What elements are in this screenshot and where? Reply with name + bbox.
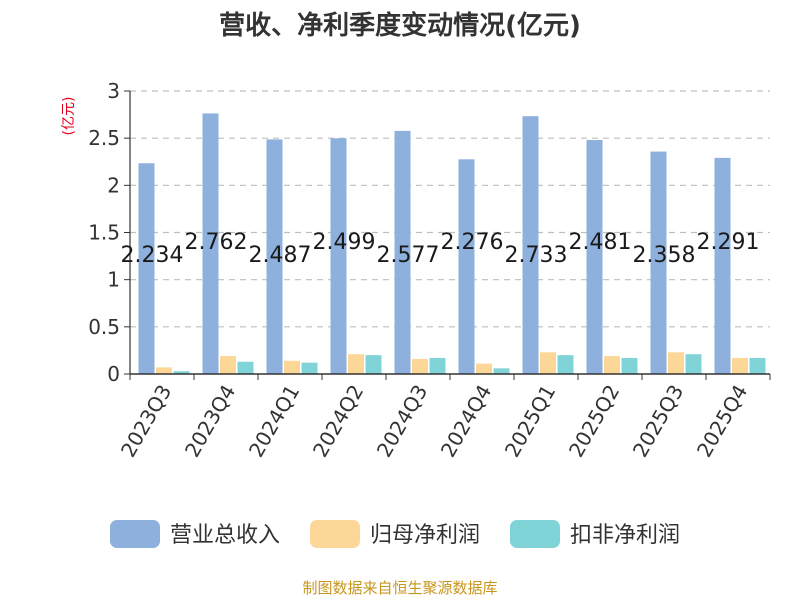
x-tick-label: 2024Q4	[436, 381, 496, 462]
bars-layer	[138, 113, 766, 375]
data-label: 2.481	[569, 230, 632, 255]
bar-2025Q4-s0	[714, 157, 731, 374]
bar-2024Q1-s0	[266, 139, 283, 374]
bar-2024Q2-s1	[348, 354, 364, 374]
bar-2023Q3-s2	[173, 371, 190, 374]
bar-2025Q2-s0	[586, 139, 603, 374]
y-tick-label: 2	[107, 173, 120, 197]
chart-title: 营收、净利季度变动情况(亿元)	[219, 10, 581, 41]
bar-2024Q4-s2	[493, 368, 510, 374]
bar-2025Q1-s1	[540, 352, 556, 374]
labels-layer: 2.2342.7622.4872.4992.5772.2762.7332.481…	[121, 230, 760, 268]
legend-item-1[interactable]: 归母净利润	[310, 520, 480, 548]
x-tick-label: 2024Q3	[372, 381, 432, 462]
bar-2025Q1-s2	[557, 355, 574, 374]
y-tick-label: 3	[107, 79, 120, 103]
data-label: 2.577	[377, 243, 440, 268]
data-label: 2.291	[697, 230, 760, 255]
x-tick-label: 2024Q2	[308, 381, 368, 462]
legend-item-2[interactable]: 扣非净利润	[510, 520, 680, 548]
bar-2025Q3-s0	[650, 151, 667, 374]
bar-2023Q4-s2	[237, 361, 254, 374]
bar-2025Q3-s1	[668, 352, 684, 374]
legend-swatch	[510, 520, 560, 548]
bar-2025Q2-s1	[604, 356, 620, 374]
bar-2023Q3-s0	[138, 163, 155, 374]
x-tick-label: 2024Q1	[244, 381, 304, 462]
bar-2024Q3-s0	[394, 130, 411, 374]
bar-2023Q3-s1	[156, 367, 172, 374]
data-label: 2.276	[441, 230, 504, 255]
y-tick-label: 1.5	[88, 221, 120, 245]
x-tick-label: 2025Q2	[564, 381, 624, 462]
x-tick-label: 2023Q3	[116, 381, 176, 462]
x-tick-label: 2025Q4	[692, 381, 752, 462]
bar-2025Q2-s2	[621, 357, 638, 374]
bar-2024Q1-s1	[284, 360, 300, 374]
bar-2024Q2-s2	[365, 355, 382, 374]
legend[interactable]: 营业总收入 归母净利润 扣非净利润	[110, 520, 680, 548]
x-tick-label: 2025Q1	[500, 381, 560, 462]
bar-2024Q2-s0	[330, 138, 347, 374]
x-tick-label: 2025Q3	[628, 381, 688, 462]
x-tick-label: 2023Q4	[180, 381, 240, 462]
y-tick-label: 0	[107, 362, 120, 386]
data-label: 2.358	[633, 243, 696, 268]
legend-item-0[interactable]: 营业总收入	[110, 520, 280, 548]
data-label: 2.733	[505, 243, 568, 268]
legend-swatch	[110, 520, 160, 548]
data-label: 2.234	[121, 243, 184, 268]
y-tick-label: 1	[107, 268, 120, 292]
y-tick-label: 2.5	[88, 126, 120, 150]
bar-2024Q3-s2	[429, 357, 446, 374]
bar-2024Q4-s0	[458, 159, 475, 374]
bar-2024Q1-s2	[301, 362, 318, 374]
bar-2025Q4-s2	[749, 357, 766, 374]
data-source-note: 制图数据来自恒生聚源数据库	[302, 579, 497, 597]
bar-2023Q4-s1	[220, 356, 236, 374]
legend-label: 扣非净利润	[570, 523, 680, 548]
bar-2024Q3-s1	[412, 358, 428, 374]
data-label: 2.762	[185, 230, 248, 255]
legend-swatch	[310, 520, 360, 548]
grid-layer	[130, 90, 770, 328]
legend-label: 归母净利润	[370, 523, 480, 548]
y-tick-label: 0.5	[88, 315, 120, 339]
legend-label: 营业总收入	[170, 523, 280, 548]
bar-2025Q1-s0	[522, 116, 539, 374]
bar-2023Q4-s0	[202, 113, 219, 375]
bar-2025Q3-s2	[685, 354, 702, 374]
data-label: 2.487	[249, 243, 312, 268]
bar-2025Q4-s1	[732, 357, 748, 374]
data-label: 2.499	[313, 230, 376, 255]
y-axis-label: (亿元)	[61, 97, 77, 136]
bar-2024Q4-s1	[476, 363, 492, 374]
